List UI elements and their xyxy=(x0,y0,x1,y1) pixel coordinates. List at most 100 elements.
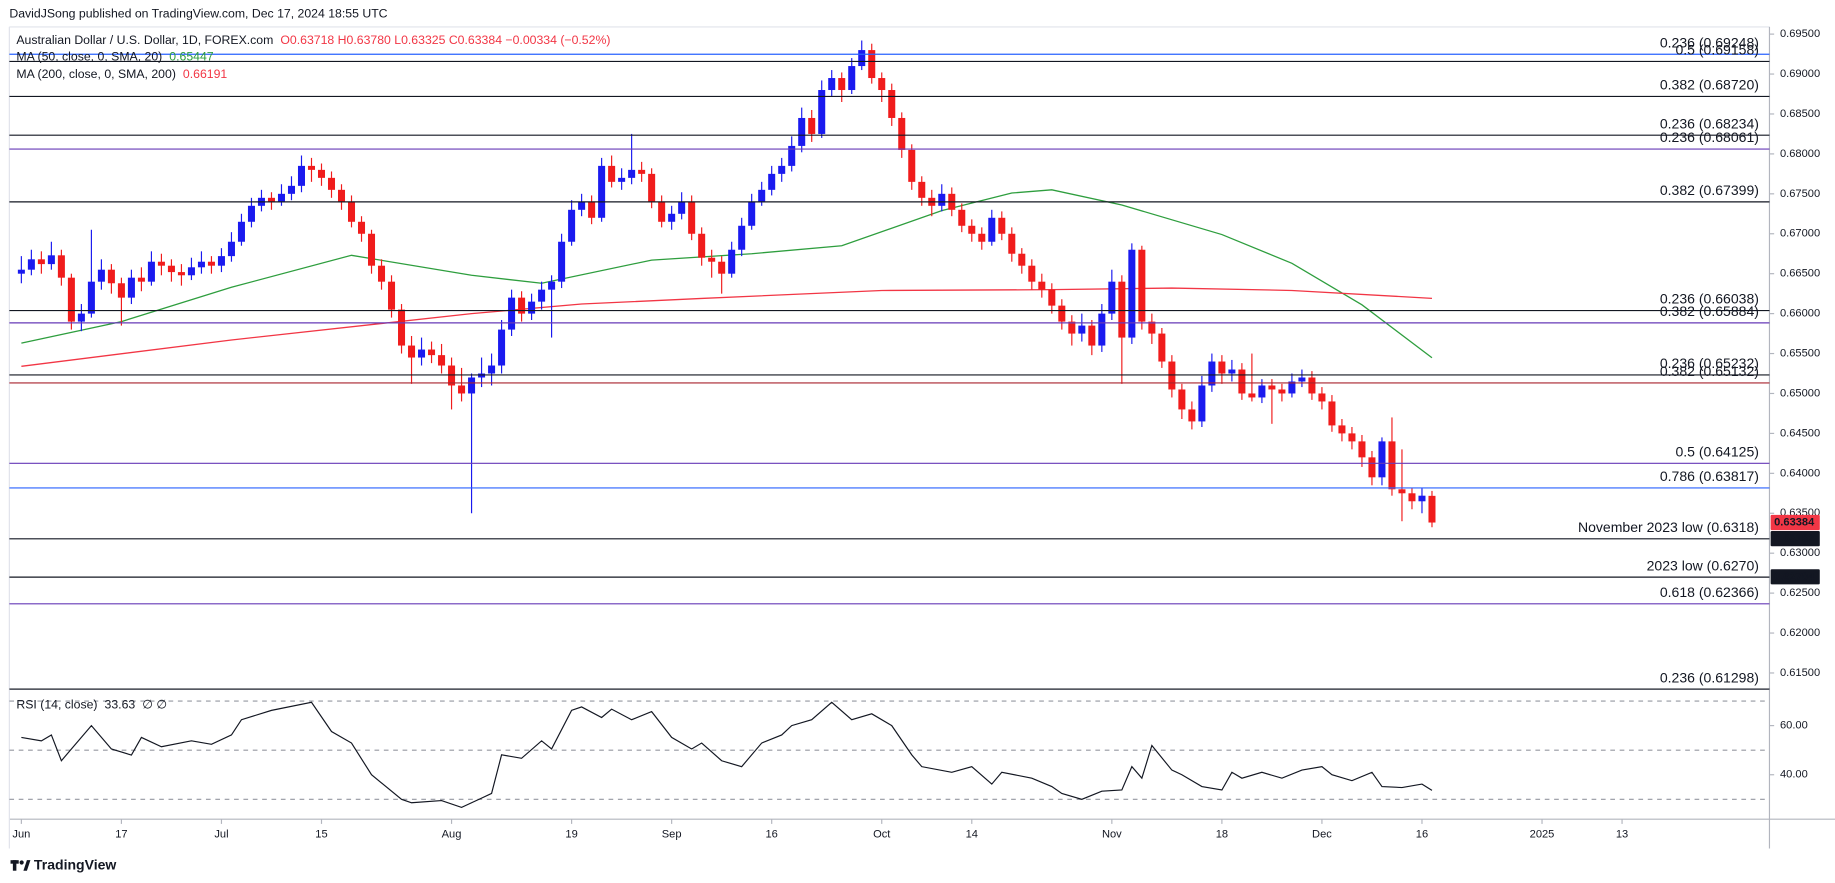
candle-body xyxy=(888,90,896,118)
candle-body xyxy=(97,269,105,282)
y-tick-label: 0.69000 xyxy=(1780,68,1820,80)
candle-body xyxy=(1028,265,1036,282)
candle-body xyxy=(1408,493,1416,502)
candle-body xyxy=(1268,385,1276,390)
candle-body xyxy=(678,201,686,214)
candle-body xyxy=(177,272,185,276)
candle-body xyxy=(858,50,866,67)
candle-body xyxy=(908,149,916,182)
candle-body xyxy=(1208,361,1216,386)
x-tick-label: 14 xyxy=(966,828,978,840)
candle-body xyxy=(1368,457,1376,478)
candle-body xyxy=(598,165,606,218)
candle-body xyxy=(287,185,295,194)
x-tick-label: 18 xyxy=(1216,828,1228,840)
y-tick-label: 0.67000 xyxy=(1780,228,1820,240)
x-tick-label: Jul xyxy=(214,828,228,840)
candle-body xyxy=(668,213,676,222)
y-tick-label: 0.68000 xyxy=(1780,148,1820,160)
level-label: 0.786 (0.63817) xyxy=(1660,468,1759,484)
price-badge xyxy=(1770,531,1820,547)
candle-body xyxy=(1238,369,1246,394)
level-label: 0.236 (0.65232) xyxy=(1660,355,1759,371)
candle-body xyxy=(197,261,205,268)
candle-body xyxy=(227,241,235,257)
candle-body xyxy=(408,345,416,358)
candle-body xyxy=(1148,321,1156,334)
price-badge-label: 0.63182 xyxy=(1774,533,1814,545)
candle-body xyxy=(1048,289,1056,306)
candle-body xyxy=(468,377,476,394)
level-label: 0.618 (0.62366) xyxy=(1660,584,1759,600)
logo-part xyxy=(12,860,17,871)
candle-body xyxy=(297,165,305,186)
candle-body xyxy=(378,265,386,282)
price-badge xyxy=(1770,569,1820,585)
x-tick-label: 17 xyxy=(115,828,127,840)
level-label: 0.5 (0.64125) xyxy=(1675,444,1758,460)
candle-body xyxy=(398,309,406,346)
candle-body xyxy=(77,313,85,322)
x-tick-label: Oct xyxy=(873,828,890,840)
candle-body xyxy=(588,201,596,218)
candle-body xyxy=(818,90,826,134)
candle-body xyxy=(1428,495,1436,523)
logo-part xyxy=(23,860,31,871)
rsi-tick-label: 40.00 xyxy=(1780,769,1808,781)
candle-body xyxy=(277,193,285,202)
candle-body xyxy=(247,205,255,222)
candle-body xyxy=(17,269,25,274)
publisher: DavidJSong published on TradingView.com,… xyxy=(9,6,387,20)
candle-body xyxy=(1248,393,1256,398)
candle-body xyxy=(558,241,566,282)
candle-body xyxy=(388,281,396,310)
x-tick-label: 15 xyxy=(315,828,327,840)
candle-body xyxy=(428,349,436,356)
y-tick-label: 0.62000 xyxy=(1780,627,1820,639)
candle-body xyxy=(978,233,986,242)
level-label: 0.382 (0.67399) xyxy=(1660,182,1759,198)
candle-body xyxy=(768,173,776,190)
candle-body xyxy=(1348,433,1356,442)
level-label: 0.236 (0.69248) xyxy=(1660,34,1759,50)
candle-body xyxy=(538,289,546,302)
candle-body xyxy=(1018,253,1026,266)
x-tick-label: Aug xyxy=(442,828,462,840)
candle-body xyxy=(1158,333,1166,362)
candle-body xyxy=(808,117,816,134)
candle-body xyxy=(968,225,976,234)
candle-body xyxy=(618,177,626,182)
level-label: November 2023 low (0.6318) xyxy=(1578,519,1759,535)
candle-body xyxy=(568,209,576,242)
x-tick-label: 19 xyxy=(565,828,577,840)
symbol: Australian Dollar / U.S. Dollar, 1D, FOR… xyxy=(16,33,273,47)
candle-body xyxy=(528,301,536,314)
y-tick-label: 0.62500 xyxy=(1780,587,1820,599)
y-tick-label: 0.67500 xyxy=(1780,188,1820,200)
price-badge-label: 0.62704 xyxy=(1774,571,1815,583)
ma50-name: MA (50, close, 0, SMA, 20) xyxy=(16,50,162,64)
candle-body xyxy=(1258,385,1266,398)
candle-body xyxy=(1198,385,1206,422)
candle-body xyxy=(518,297,526,314)
y-tick-label: 0.68500 xyxy=(1780,108,1820,120)
y-tick-label: 0.65000 xyxy=(1780,387,1820,399)
candle-body xyxy=(778,165,786,174)
candle-body xyxy=(868,50,876,79)
candle-body xyxy=(608,165,616,182)
candle-body xyxy=(67,277,75,322)
candle-body xyxy=(1068,321,1076,334)
candle-body xyxy=(848,66,856,91)
y-tick-label: 0.66500 xyxy=(1780,268,1820,280)
candle-body xyxy=(307,165,316,170)
candle-body xyxy=(1078,325,1086,334)
level-label: 0.382 (0.68720) xyxy=(1660,77,1759,93)
x-tick-label: Nov xyxy=(1102,828,1122,840)
candle-body xyxy=(347,201,356,222)
x-tick-label: Jun xyxy=(12,828,30,840)
candle-body xyxy=(438,355,446,366)
candle-body xyxy=(1298,377,1306,382)
x-tick-label: Dec xyxy=(1312,828,1332,840)
candle-body xyxy=(638,169,646,174)
candle-body xyxy=(628,169,636,178)
